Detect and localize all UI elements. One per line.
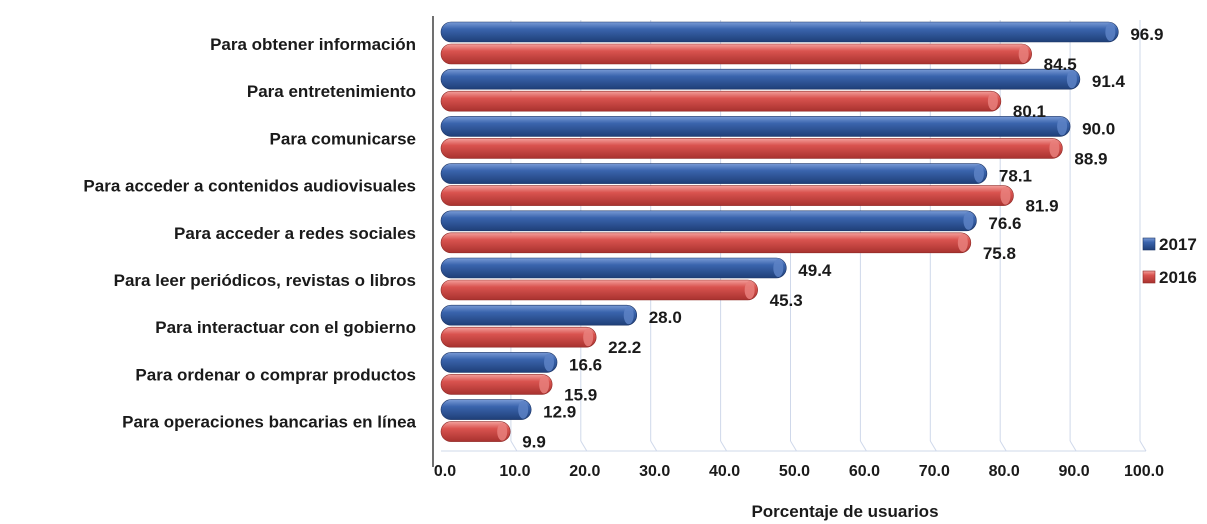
value-label-2017: 90.0 xyxy=(1082,119,1115,138)
gridline-depth xyxy=(999,440,1007,452)
legend-label: 2017 xyxy=(1159,235,1197,254)
bar-2016 xyxy=(440,90,1002,112)
value-label-2016: 81.9 xyxy=(1025,197,1058,216)
bar-2017 xyxy=(440,257,787,279)
value-label-2016: 15.9 xyxy=(564,385,597,404)
value-label-2017: 12.9 xyxy=(543,403,576,422)
bar-cap xyxy=(963,211,974,230)
bar-2016 xyxy=(440,421,511,442)
bar-cap xyxy=(1105,23,1116,41)
category-label: Para ordenar o comprar productos xyxy=(135,365,416,384)
bar-cap xyxy=(497,422,508,441)
legend: 2017 2016 xyxy=(1142,235,1197,287)
bar-2016 xyxy=(440,279,758,301)
bar-2016 xyxy=(440,374,553,395)
bar-cap xyxy=(1018,45,1029,63)
value-label-2016: 75.8 xyxy=(983,244,1016,263)
bar-2017 xyxy=(440,352,558,373)
x-tick-label: 30.0 xyxy=(639,463,670,480)
gridline-depth xyxy=(650,440,658,452)
bar-cap xyxy=(957,233,968,252)
category-label: Para leer periódicos, revistas o libros xyxy=(114,271,416,290)
x-tick-label: 100.0 xyxy=(1124,463,1164,480)
bar-2017 xyxy=(440,304,638,326)
bar-2016 xyxy=(440,326,597,348)
legend-label: 2016 xyxy=(1159,268,1197,287)
value-label-2017: 76.6 xyxy=(988,214,1021,233)
x-tick-label: 40.0 xyxy=(709,463,740,480)
bar-cap xyxy=(518,400,529,419)
legend-swatch xyxy=(1142,270,1156,284)
bar-2017 xyxy=(440,163,988,184)
bar-cap xyxy=(973,164,984,183)
gridline-depth xyxy=(790,440,797,452)
legend-swatch xyxy=(1142,237,1156,251)
bar-cap xyxy=(773,259,784,277)
bar-cap xyxy=(1057,117,1068,136)
value-label-2017: 16.6 xyxy=(569,355,602,374)
bar-cap xyxy=(1000,186,1011,205)
value-label-2016: 80.1 xyxy=(1013,102,1046,121)
gridline-depth xyxy=(1139,440,1147,452)
x-tick-label: 50.0 xyxy=(779,463,810,480)
value-label-2016: 88.9 xyxy=(1074,149,1107,168)
bar-2017 xyxy=(440,399,532,420)
bar-cap xyxy=(539,375,550,394)
value-label-2016: 84.5 xyxy=(1044,55,1077,74)
category-label: Para acceder a contenidos audiovisuales xyxy=(83,177,416,196)
bar-2017 xyxy=(440,210,977,232)
bar-cap xyxy=(987,92,998,111)
gridline-depth xyxy=(929,440,937,452)
bar-2017 xyxy=(440,68,1081,90)
bar-2016 xyxy=(440,185,1014,206)
bar-2017 xyxy=(440,21,1119,43)
value-label-2016: 45.3 xyxy=(770,291,803,310)
gridline-depth xyxy=(859,440,867,452)
category-label: Para comunicarse xyxy=(270,129,416,148)
bar-cap xyxy=(1049,139,1060,158)
x-tick-label: 90.0 xyxy=(1059,463,1090,480)
category-label: Para entretenimiento xyxy=(247,82,416,101)
gridline-depth xyxy=(1069,440,1077,452)
bar-cap xyxy=(1066,70,1077,89)
bar-cap xyxy=(744,281,755,299)
gridline-depth xyxy=(580,440,588,452)
value-label-2017: 49.4 xyxy=(798,261,832,280)
labels: 0.0 10.0 20.0 30.0 40.0 50.0 60.0 70.0 80.0 90.0 1… xyxy=(83,25,1164,480)
x-tick-label: 20.0 xyxy=(569,463,600,480)
bar-2016 xyxy=(440,43,1032,65)
value-label-2016: 9.9 xyxy=(522,433,546,452)
category-label: Para interactuar con el gobierno xyxy=(155,318,416,337)
x-axis-title: Porcentaje de usuarios xyxy=(751,502,938,521)
category-label: Para obtener información xyxy=(210,35,416,54)
value-label-2016: 22.2 xyxy=(608,338,641,357)
x-tick-label: 70.0 xyxy=(919,463,950,480)
gridline-depth xyxy=(720,440,728,452)
x-tick-label: 80.0 xyxy=(989,463,1020,480)
bar-2016 xyxy=(440,232,972,254)
category-label: Para operaciones bancarias en línea xyxy=(122,413,416,432)
bar-cap xyxy=(623,306,634,325)
bars xyxy=(440,21,1119,442)
value-label-2017: 96.9 xyxy=(1130,25,1163,44)
x-tick-label: 10.0 xyxy=(499,463,530,480)
value-label-2017: 28.0 xyxy=(649,308,682,327)
category-label: Para acceder a redes sociales xyxy=(174,224,416,243)
x-tick-label: 60.0 xyxy=(849,463,880,480)
value-label-2017: 78.1 xyxy=(999,167,1032,186)
bar-cap xyxy=(583,328,594,347)
bar-cap xyxy=(544,353,555,372)
gridline-depth xyxy=(510,440,518,452)
bar-2016 xyxy=(440,138,1063,159)
bar-2017 xyxy=(440,116,1071,137)
value-label-2017: 91.4 xyxy=(1092,72,1126,91)
x-tick-label: 0.0 xyxy=(434,463,456,480)
